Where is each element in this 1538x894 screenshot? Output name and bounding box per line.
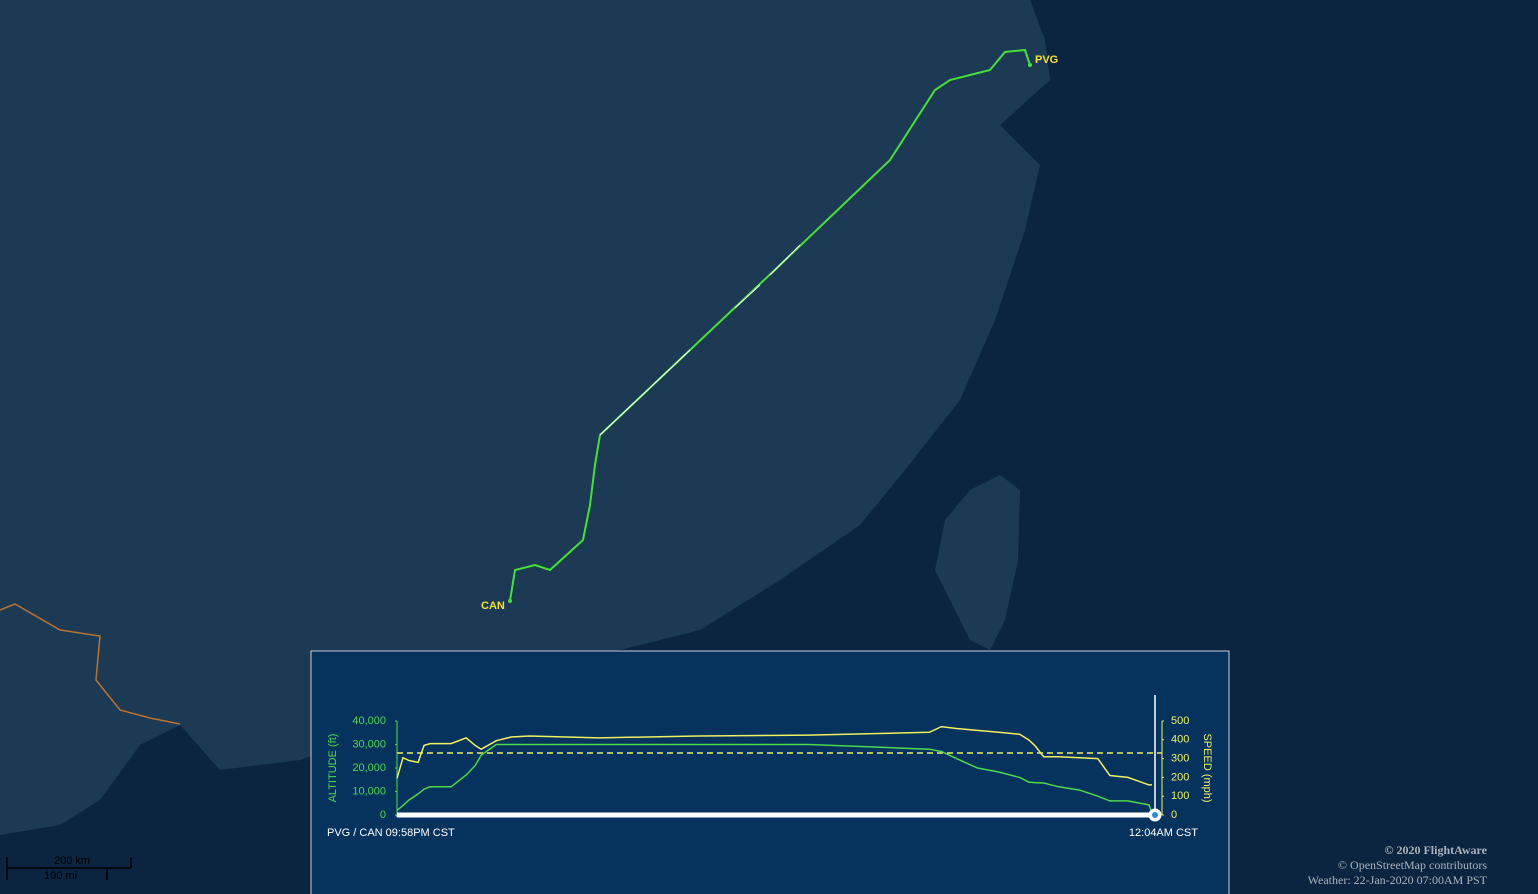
y2-tick-label: 500 [1171,715,1189,727]
scale-label: 200 km [54,855,90,867]
y-axis-title: ALTITUDE (ft) [327,734,339,803]
x-tick-label: PVG / CAN 09:58PM CST [327,827,455,839]
taiwan [935,475,1020,650]
flight-chart: 0 10,000 20,000 30,000 40,000 0 100 200 300 400 50… [327,695,1213,839]
y-tick-label: 40,000 [352,715,386,727]
credit: © 2020 FlightAware [1384,843,1487,857]
y2-tick-label: 200 [1171,771,1189,783]
y2-tick-label: 400 [1171,734,1189,746]
mainland [0,0,1050,835]
y2-tick-label: 100 [1171,790,1189,802]
y-tick-label: 30,000 [352,738,386,750]
credit: © OpenStreetMap contributors [1338,858,1487,872]
airport-dot [1028,63,1032,67]
y-tick-label: 10,000 [352,785,386,797]
airport-dot [508,599,512,603]
scale-label: 100 mi [44,870,77,882]
y2-axis-title: SPEED (mph) [1201,733,1213,802]
series-line [396,725,1152,786]
credit: Weather: 22-Jan-2020 07:00AM PST [1308,873,1488,887]
estimated-route [769,244,801,276]
airport-label: CAN [481,600,505,612]
estimated-route [599,349,691,436]
series-line [396,743,1153,814]
airport-label: PVG [1035,54,1058,66]
scale-bar [6,857,132,880]
y2-tick-label: 300 [1171,753,1189,765]
y-tick-label: 20,000 [352,762,386,774]
x-tick-label: 12:04AM CST [1129,827,1198,839]
progress-handle-dot [1152,812,1158,818]
border [0,603,181,725]
estimated-route [734,284,761,309]
chart-panel [310,650,1230,894]
y-tick-label: 0 [380,809,386,821]
y2-tick-label: 0 [1171,809,1177,821]
